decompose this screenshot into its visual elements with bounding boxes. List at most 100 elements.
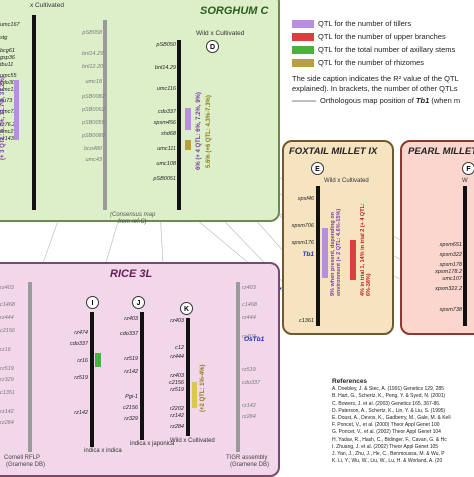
foxtail-markers: xpsf46 xpsm706 xpsm176 Tb1 c1361 [288,196,314,325]
marker: cdo337 [242,380,261,386]
sorghum-chromosome-right [177,40,181,210]
reference-item: A. Doebley, J. & Stec, A. (1991) Genetic… [332,386,444,393]
rice-markers-j: rz403 cdo337 rz519 rz142 Pgi-1 c2156 rz3… [112,316,138,423]
rice-tigr-chromosome [236,282,240,452]
marker: cdo30 [0,80,15,86]
rice-qtl-k-label: (+2 QTL: 1%-4%) [200,364,206,412]
marker: xpsm322.2 [435,286,462,292]
marker: cdo337 [157,109,176,115]
legend-ortho-text: Orthologous map position of [320,96,414,105]
marker: c1361 [299,318,314,324]
marker: Pgi-1 [125,394,138,400]
sorghum-panel [0,0,280,222]
qtl-tillers-foxtail [322,228,328,278]
qtl-upper-branches-foxtail [350,240,356,280]
reference-item: D. Paterson, A., Schertz, K., Lin, Y. & … [332,407,446,414]
marker: bco480 [83,146,102,152]
sorghum-cross-right: Wild x Cultivated [196,30,245,37]
qtl-tillers-sorghum-right [185,108,191,130]
marker: ttu73 [0,98,13,104]
badge-k: K [180,302,193,315]
marker: umc107 [442,276,462,282]
marker: rz284 [0,420,14,426]
marker: xpsm178 [439,262,462,268]
foxtail-cross: Wild x Cultivated [324,178,369,184]
legend-swatch-rhizomes [292,59,314,67]
rice-tigr-caption: TIGR assembly [226,455,268,461]
rice-cross-j: indica x japonica [130,441,175,447]
marker: pSB0051 [153,176,176,182]
qtl-tillers-sorghum-left [14,80,19,140]
rice-markers-k: rz403 c12 rz444 rz403 c2156 rz519 r2202 … [158,318,184,431]
legend-ortho-label: Orthologous map position of Tb1 (when m [320,96,460,105]
marker: rz403 [124,316,138,322]
legend-caption-1: The side caption indicates the R² value … [292,74,459,83]
qtl-rhizomes-rice-k [192,382,197,408]
marker: c1468 [242,302,257,308]
marker: xpsm176 [291,240,314,246]
marker: rz284 [170,424,184,430]
marker: rz519 [242,367,256,373]
marker: r2202 [169,406,184,412]
marker: c2156 [169,380,184,386]
reference-item: H. Yadav, R., Hash, C., Bidinger, F., Ca… [332,436,447,443]
marker: bnl14.29 [82,51,104,57]
marker: rz403 [0,285,14,291]
marker: xpsm456 [153,120,176,126]
rice-cornell-caption: Cornell RFLP [4,455,41,461]
marker: rz329 [0,377,14,383]
foxtail-qtl-branches-label: 4% in trial 1, 14% in trial 2 (+ 4 QTL: … [360,203,372,296]
marker: rz403 [170,373,184,379]
marker: rz519 [74,375,88,381]
marker: rz403 [170,318,184,324]
marker: rz519 [0,366,14,372]
legend-caption-2: explained). In brackets, the number of o… [292,84,458,93]
marker: c12 [175,345,184,351]
marker: rz142 [242,403,256,409]
legend-swatch-axillary-stems [292,46,314,54]
marker: umc72 [0,109,17,115]
foxtail-millet-panel [282,140,394,335]
badge-d: D [206,40,219,53]
marker: umc108 [156,161,176,167]
marker: xpsm322 [439,252,462,258]
marker: pSB058 [82,30,102,36]
legend-label-tillers: QTL for the number of tillers [318,19,412,28]
sorghum-markers-center: pSB058 bnl14.29 bnl12.20 umc18 pSB0082 p… [82,30,105,164]
rice-markers-right: rz403 c1468 rz444 rz403 rz519 cdo337 rz1… [242,285,260,421]
legend-label-upper-branches: QTL for the number of upper branches [318,32,446,41]
marker: gsp36 [0,55,15,61]
marker: rz16 [77,358,88,364]
marker: rz444 [0,315,14,321]
marker: umc55 [0,73,17,79]
marker: rz142 [124,369,138,375]
legend-label-rhizomes: QTL for the number of rhizomes [318,58,425,67]
legend-ortho-line [292,100,316,102]
marker: c1468 [0,302,15,308]
marker: umc167 [0,22,20,28]
marker: xpsm706 [291,223,314,229]
marker: bnl14.29 [154,65,176,71]
marker: rz474 [74,330,88,336]
sorghum-qtl-mid-label: 6% (+ 4 QTL: 6%, 7.2%, 9%) [196,92,202,170]
reference-item: I. Zhuang, J. et al. (2002) Theor Appl G… [332,443,439,450]
consensus-caption: (Consensus map [110,212,156,218]
marker: stg [0,35,8,41]
rice-markers-left: rz403 c1468 rz444 c2156 rz16 rz519 rz329… [0,285,15,427]
marker: pSB0062 [82,107,105,113]
marker: c2156 [0,328,15,334]
marker: umc116 [156,86,176,92]
marker: rz142 [74,410,88,416]
reference-item: G. Poncet, V., et al. (2002) Theor Appl … [332,429,441,436]
pearl-title: PEARL MILLET [408,146,474,157]
qtl-rhizomes-sorghum-right [185,140,191,150]
marker: rz16 [0,347,11,353]
marker: umc121 [0,87,20,93]
consensus-caption-2: from ref.C) [118,219,147,225]
badge-i: I [86,296,99,309]
marker: bnl12.20 [82,64,104,70]
marker: rz444 [170,354,184,360]
marker: rz143.3 [0,136,19,142]
pearl-millet-panel [400,140,474,335]
foxtail-qtl-tillers-label: 9% when present, depending on environmen… [330,208,342,296]
